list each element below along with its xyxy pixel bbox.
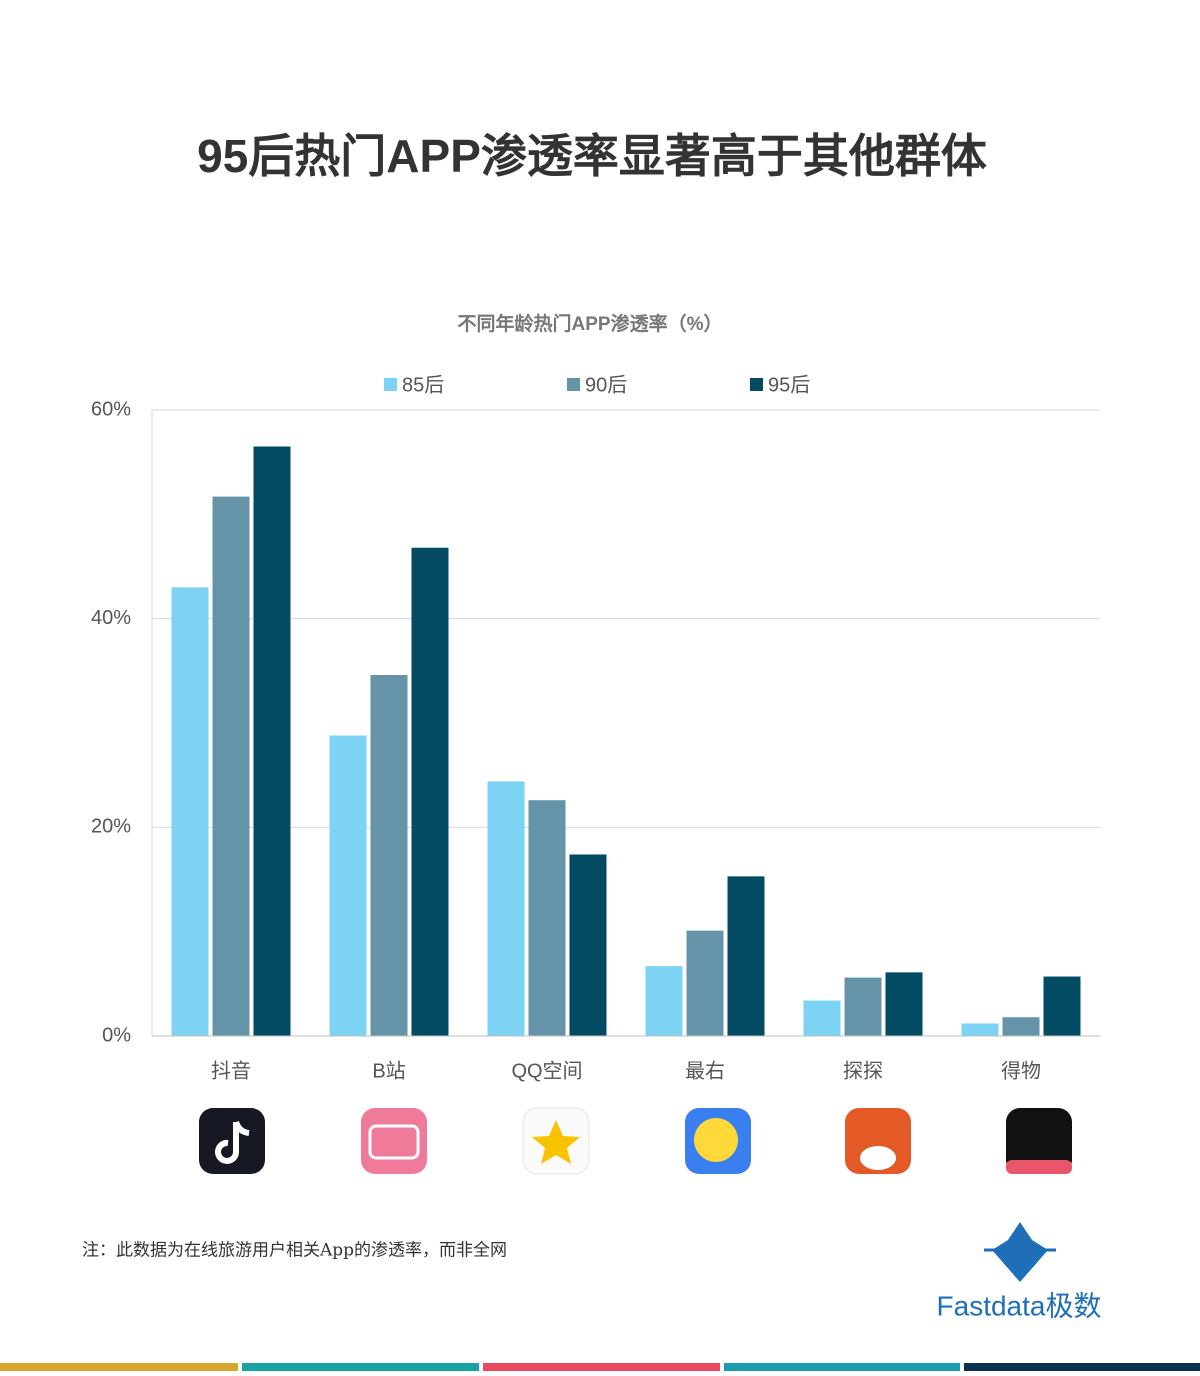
bar	[645, 966, 683, 1036]
stripe	[964, 1363, 1200, 1371]
icon-douyin	[199, 1108, 265, 1174]
stripe	[483, 1363, 720, 1371]
stripe	[724, 1363, 960, 1371]
icon-glyph	[532, 1120, 580, 1164]
icon-dewu	[1006, 1108, 1072, 1174]
icon-glyph	[1006, 1160, 1072, 1174]
x-tick-label: 探探	[843, 1059, 883, 1082]
y-tick-label: 0%	[102, 1024, 131, 1046]
bar	[686, 930, 724, 1036]
bar	[487, 781, 525, 1036]
logo	[984, 1222, 1056, 1282]
legend-swatch	[567, 378, 580, 391]
icon-glyph	[368, 1124, 420, 1160]
y-tick-label: 40%	[91, 607, 131, 629]
bar	[171, 587, 209, 1036]
bar	[212, 496, 250, 1036]
bar	[844, 977, 882, 1036]
bar	[329, 735, 367, 1036]
bar	[885, 972, 923, 1036]
legend-swatch	[384, 378, 397, 391]
legend-label: 90后	[585, 373, 627, 396]
bar	[528, 800, 566, 1036]
chart-subtitle: 不同年龄热门APP渗透率（%）	[458, 312, 723, 335]
bar	[961, 1023, 999, 1036]
stripe	[242, 1363, 479, 1371]
bar	[727, 876, 765, 1036]
x-tick-label: 抖音	[211, 1059, 251, 1082]
bar	[803, 1000, 841, 1036]
bar	[411, 547, 449, 1036]
legend-label: 95后	[768, 373, 810, 396]
x-tick-label: QQ空间	[511, 1059, 582, 1082]
bar	[569, 854, 607, 1036]
bar	[1002, 1017, 1040, 1036]
chart-title: 95后热门APP渗透率显著高于其他群体	[197, 130, 987, 182]
legend-label: 85后	[402, 373, 444, 396]
icon-glyph	[215, 1120, 250, 1164]
stripe	[0, 1363, 238, 1371]
x-tick-label: 得物	[1001, 1059, 1041, 1082]
y-tick-label: 20%	[91, 816, 131, 838]
x-tick-label: B站	[372, 1059, 405, 1082]
footer-stripes	[0, 1363, 1200, 1371]
bar	[253, 446, 291, 1036]
legend-swatch	[750, 378, 763, 391]
bar	[1043, 976, 1081, 1036]
logo-mark	[992, 1222, 1048, 1282]
app-icons	[199, 1107, 1072, 1175]
brand: Fastdata极数	[937, 1290, 1102, 1321]
bar	[370, 675, 408, 1036]
footnote: 注：此数据为在线旅游用户相关App的渗透率，而非全网	[82, 1241, 507, 1261]
icon-glyph	[694, 1118, 738, 1162]
icon-glyph	[860, 1146, 896, 1170]
x-tick-label: 最右	[685, 1059, 725, 1082]
y-tick-label: 60%	[91, 398, 131, 420]
